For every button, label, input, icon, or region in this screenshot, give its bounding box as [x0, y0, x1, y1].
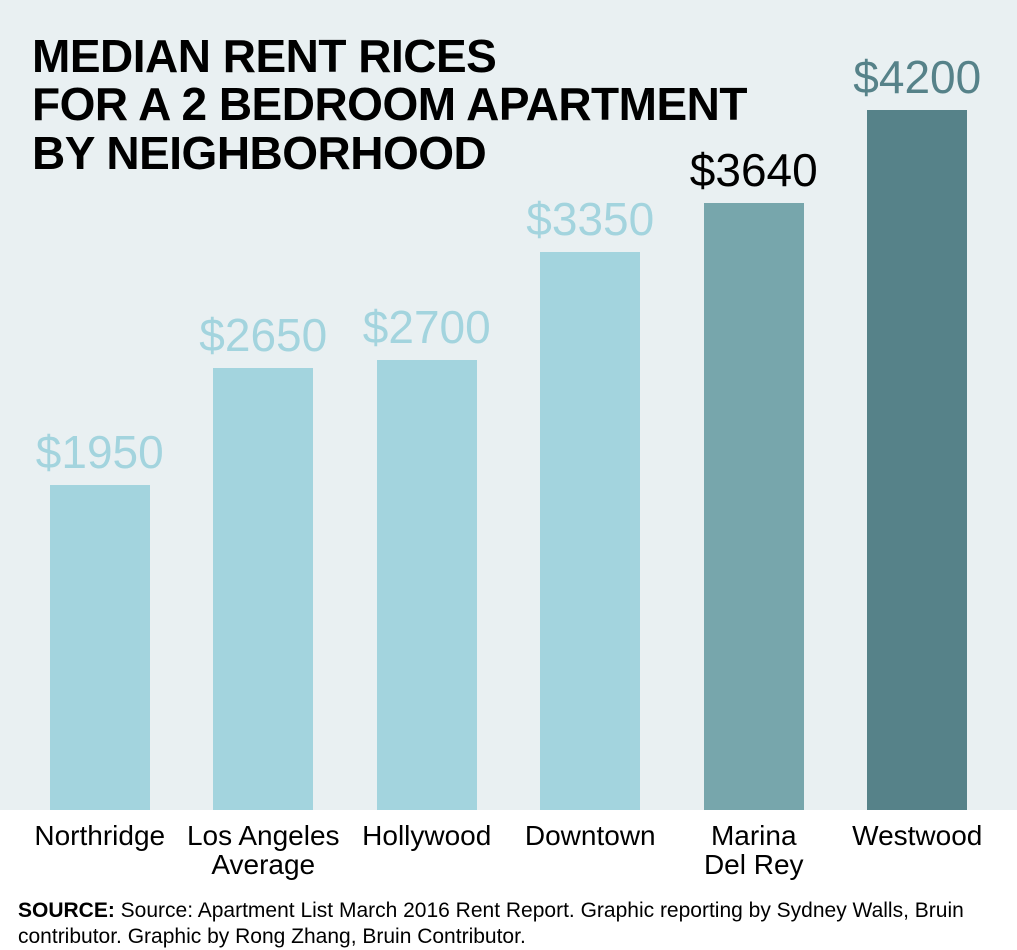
chart-area: MEDIAN RENT RICESFOR A 2 BEDROOM APARTME… — [0, 0, 1017, 810]
bar-rect — [540, 252, 640, 810]
bar-value-label: $3350 — [526, 192, 654, 246]
source-text: Source: Apartment List March 2016 Rent R… — [18, 899, 964, 948]
bar-value-label: $3640 — [690, 143, 818, 197]
source-line: SOURCE: Source: Apartment List March 201… — [0, 880, 1017, 950]
bar-category-label: Downtown — [509, 821, 673, 880]
bar-category-label: MarinaDel Rey — [672, 821, 836, 880]
bar-category-label: Los AngelesAverage — [182, 821, 346, 880]
bar-rect — [704, 203, 804, 810]
bar-rect — [213, 368, 313, 810]
bar-slot: $2700 — [345, 300, 509, 810]
bar-rect — [867, 110, 967, 810]
source-label: SOURCE: — [18, 899, 115, 922]
bar-rect — [50, 485, 150, 810]
bar-slot: $3350 — [509, 192, 673, 810]
bar-value-label: $1950 — [36, 425, 164, 479]
bars-region: $1950 $2650 $2700 $3350 $3640 $4200 — [0, 0, 1017, 810]
bar-category-label: Northridge — [18, 821, 182, 880]
bar-category-label: Westwood — [836, 821, 1000, 880]
bar-slot: $4200 — [836, 50, 1000, 810]
bar-value-label: $2650 — [199, 308, 327, 362]
bar-value-label: $4200 — [853, 50, 981, 104]
bar-slot: $1950 — [18, 425, 182, 810]
bar-slot: $3640 — [672, 143, 836, 810]
bar-slot: $2650 — [182, 308, 346, 810]
x-axis-labels: NorthridgeLos AngelesAverageHollywoodDow… — [0, 810, 1017, 880]
bar-value-label: $2700 — [363, 300, 491, 354]
bar-category-label: Hollywood — [345, 821, 509, 880]
bar-rect — [377, 360, 477, 810]
